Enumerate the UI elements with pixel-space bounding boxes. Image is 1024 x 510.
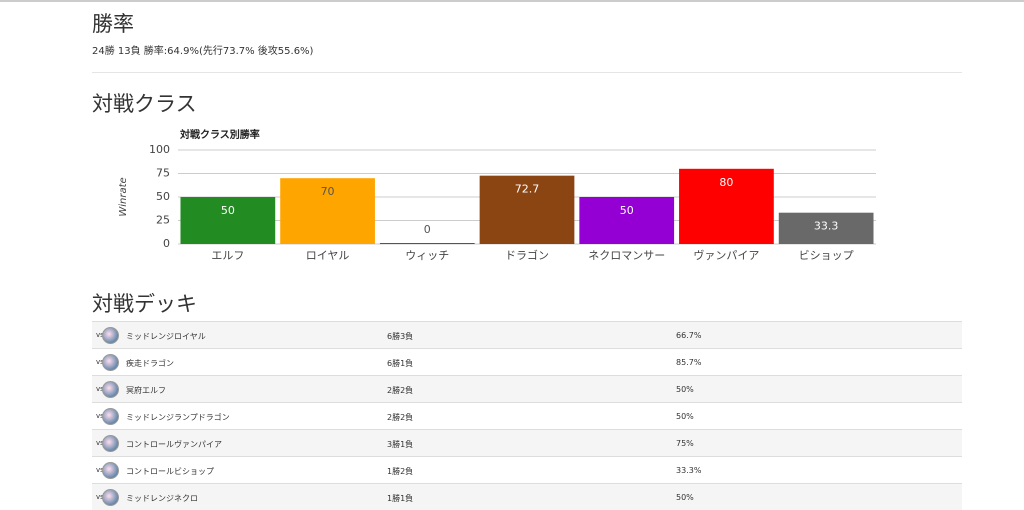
deck-name: ミッドレンジロイヤル (126, 332, 206, 341)
value-label: 50 (221, 204, 235, 217)
vs-label: vs (96, 331, 104, 339)
deck-row: vs コントロールビショップ 1勝2負 33.3% (92, 456, 962, 483)
heading: 勝率 (92, 12, 134, 36)
top-border (0, 0, 1024, 2)
y-tick-label: 50 (156, 190, 170, 203)
win-rate: 33.3% (676, 466, 702, 475)
deck-row: vs ミッドレンジランプドラゴン 2勝2負 50% (92, 402, 962, 429)
y-tick-label: 75 (156, 167, 170, 180)
record: 2勝2負 (387, 413, 414, 422)
x-tick-label: ネクロマンサー (588, 249, 665, 262)
bar (679, 168, 774, 244)
deck-table: vs ミッドレンジロイヤル 6勝3負 66.7% vs 疾走ドラゴン 6勝1負 85.7% vs… (92, 321, 962, 510)
record: 2勝2負 (387, 386, 414, 395)
bar (280, 178, 375, 244)
class-icon (102, 462, 119, 479)
heading: 対戦デッキ (92, 292, 197, 316)
bar (579, 197, 675, 244)
class-icon (102, 435, 119, 452)
value-label: 33.3 (814, 220, 839, 233)
deck-name: 冥府エルフ (126, 386, 166, 395)
bar (479, 175, 575, 244)
record: 1勝2負 (387, 467, 414, 476)
divider (92, 72, 962, 73)
x-tick-label: ロイヤル (306, 249, 350, 262)
y-axis-label: Winrate (118, 177, 129, 216)
x-tick-label: ヴァンパイア (693, 248, 759, 262)
win-rate: 75% (676, 439, 694, 448)
x-tick-label: ドラゴン (505, 248, 549, 262)
class-icon (102, 327, 119, 344)
bar (180, 197, 276, 244)
chart: 対戦クラス別勝率 Winrate 0 25 50 75 100 エルフ 50 ロイヤル 70 ウィ… (118, 128, 876, 262)
heading: 対戦クラス (92, 92, 197, 116)
vs-label: vs (96, 466, 104, 474)
win-rate: 85.7% (676, 358, 702, 367)
value-label: 80 (719, 176, 733, 189)
record: 1勝1負 (387, 494, 414, 503)
summary: 24勝 13負 勝率:64.9%(先行73.7% 後攻55.6%) (92, 46, 314, 57)
vs-label: vs (96, 385, 104, 393)
y-tick-label: 25 (156, 214, 170, 227)
class-icon (102, 381, 119, 398)
value-label: 0 (424, 223, 431, 236)
deck-name: コントロールビショップ (126, 467, 214, 476)
deck-row: vs ミッドレンジロイヤル 6勝3負 66.7% (92, 321, 962, 348)
win-rate: 50% (676, 385, 694, 394)
deck-row: vs 疾走ドラゴン 6勝1負 85.7% (92, 348, 962, 375)
x-tick-label: エルフ (211, 249, 244, 262)
x-tick-label: ビショップ (799, 249, 854, 262)
vs-label: vs (96, 358, 104, 366)
value-label: 72.7 (515, 183, 540, 196)
deck-name: 疾走ドラゴン (126, 359, 174, 368)
deck-name: ミッドレンジランプドラゴン (126, 413, 230, 422)
bar (778, 212, 874, 244)
record: 6勝1負 (387, 359, 414, 368)
record: 3勝1負 (387, 440, 414, 449)
y-tick-label: 100 (149, 143, 170, 156)
vs-label: vs (96, 412, 104, 420)
win-rate: 50% (676, 412, 694, 421)
deck-name: コントロールヴァンパイア (126, 440, 222, 449)
deck-row: vs コントロールヴァンパイア 3勝1負 75% (92, 429, 962, 456)
vs-label: vs (96, 439, 104, 447)
y-tick-label: 0 (163, 237, 170, 250)
bar (379, 243, 475, 244)
deck-name: ミッドレンジネクロ (126, 494, 198, 503)
deck-row: vs 冥府エルフ 2勝2負 50% (92, 375, 962, 402)
class-icon (102, 354, 119, 371)
record: 6勝3負 (387, 332, 414, 341)
win-rate: 66.7% (676, 331, 702, 340)
win-rate: 50% (676, 493, 694, 502)
value-label: 50 (620, 204, 634, 217)
deck-row: vs ミッドレンジネクロ 1勝1負 50% (92, 483, 962, 510)
class-icon (102, 408, 119, 425)
vs-label: vs (96, 493, 104, 501)
value-label: 70 (321, 185, 335, 198)
x-tick-label: ウィッチ (405, 249, 449, 262)
chart-title: 対戦クラス別勝率 (179, 128, 260, 141)
class-icon (102, 489, 119, 506)
